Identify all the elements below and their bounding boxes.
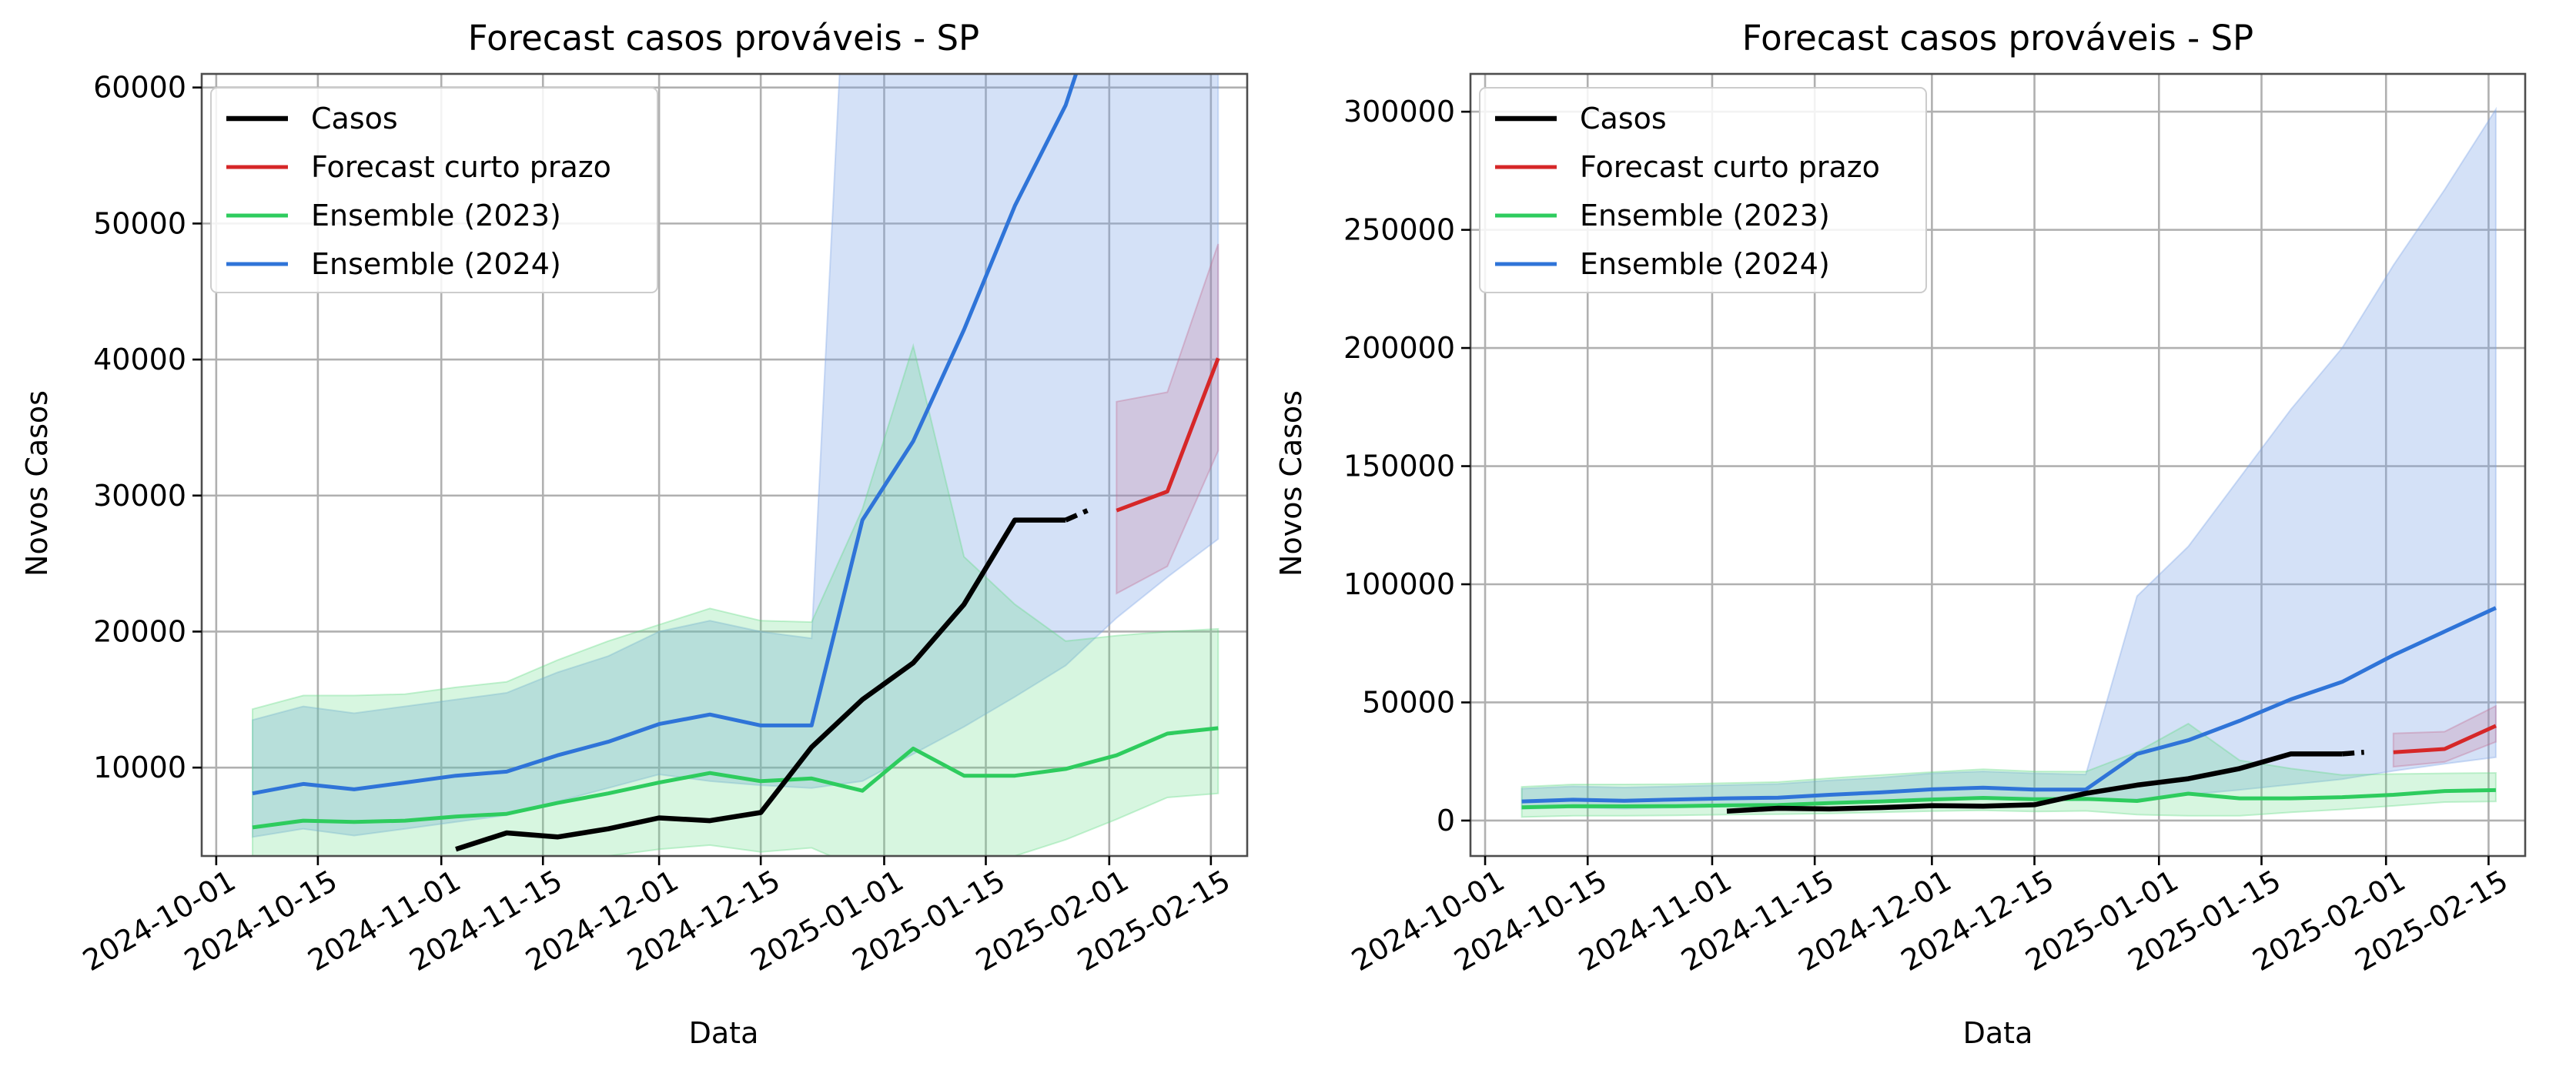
chart-left-grid — [202, 74, 1247, 856]
casos-line — [455, 517, 1066, 852]
casos-dashed-line — [1064, 508, 1089, 523]
legend-ensemble-2024-label: Ensemble (2024) — [311, 247, 561, 281]
chart-left-title: Forecast casos prováveis - SP — [468, 18, 979, 59]
forecast-line — [2393, 724, 2497, 754]
legend-forecast-label: Forecast curto prazo — [1580, 150, 1880, 184]
chart-right-grid — [1470, 74, 2525, 856]
y-tick-label: 250000 — [1343, 213, 1455, 247]
legend-ensemble-2023-label: Ensemble (2023) — [311, 199, 561, 232]
y-tick-label: 100000 — [1343, 567, 1455, 601]
chart-left-xlabel: Data — [689, 1016, 759, 1050]
ensemble-2023-line — [252, 726, 1219, 830]
legend-ensemble-2024-label: Ensemble (2024) — [1580, 247, 1830, 281]
chart-right-plot-area — [1521, 106, 2497, 818]
chart-left: Forecast casos prováveis - SP Data Novos… — [20, 18, 1249, 1050]
y-tick-label: 50000 — [93, 206, 186, 240]
chart-right: Forecast casos prováveis - SP Data Novos… — [1274, 18, 2527, 1050]
y-tick-label: 300000 — [1343, 95, 1455, 129]
legend-casos-label: Casos — [1580, 102, 1667, 135]
y-tick-label: 200000 — [1343, 331, 1455, 365]
chart-left-plot-area — [252, 74, 1220, 856]
ensemble-2023-line — [1521, 787, 2496, 810]
ensemble-2023-interval — [1521, 722, 2497, 818]
chart-right-legend: Casos Forecast curto prazo Ensemble (2023)… — [1479, 87, 1927, 293]
ensemble-2024-line — [1521, 606, 2497, 804]
forecast-interval — [1116, 243, 1219, 595]
y-tick-label: 30000 — [93, 479, 186, 513]
chart-left-ylabel: Novos Casos — [20, 390, 54, 577]
ensemble-2024-line — [252, 74, 1079, 796]
casos-dashed-line — [2341, 749, 2364, 757]
y-tick-label: 40000 — [93, 343, 186, 376]
chart-right-frame — [1469, 72, 2527, 858]
chart-left-frame — [200, 72, 1249, 858]
y-tick-label: 50000 — [1362, 685, 1455, 719]
legend-forecast-label: Forecast curto prazo — [311, 150, 611, 184]
chart-right-ylabel: Novos Casos — [1274, 390, 1308, 577]
y-tick-label: 10000 — [93, 751, 186, 784]
legend-ensemble-2023-label: Ensemble (2023) — [1580, 199, 1830, 232]
chart-left-legend: Casos Forecast curto prazo Ensemble (2023)… — [210, 87, 658, 293]
y-tick-label: 20000 — [93, 614, 186, 648]
legend-box — [210, 87, 658, 293]
legend-box — [1479, 87, 1927, 293]
chart-right-title: Forecast casos prováveis - SP — [1742, 18, 2253, 59]
y-tick-label: 60000 — [93, 71, 186, 105]
forecast-line — [1116, 357, 1220, 513]
legend-casos-label: Casos — [311, 102, 398, 135]
casos-line — [1726, 751, 2343, 814]
chart-right-xlabel: Data — [1963, 1016, 2033, 1050]
ensemble-2023-interval — [252, 343, 1219, 856]
y-tick-label: 0 — [1437, 804, 1455, 838]
y-tick-label: 150000 — [1343, 450, 1455, 483]
